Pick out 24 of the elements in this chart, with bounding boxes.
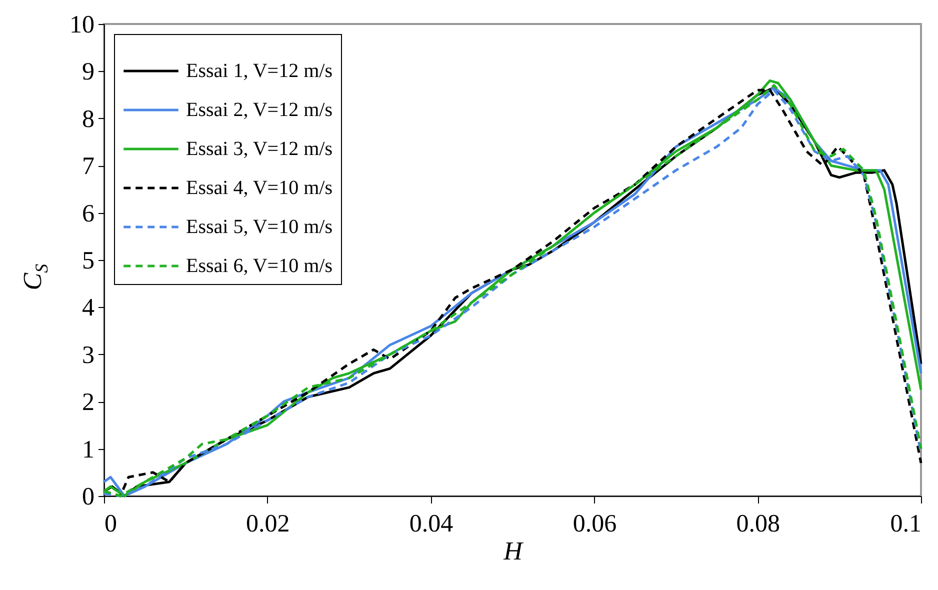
y-tick-label: 3 xyxy=(82,342,94,369)
legend-label: Essai 3, V=12 m/s xyxy=(186,138,333,160)
x-axis-title: H xyxy=(502,536,524,566)
y-tick-label: 5 xyxy=(82,248,94,274)
y-tick-label: 9 xyxy=(82,58,94,86)
y-tick-label: 6 xyxy=(82,200,94,228)
x-tick-label: 0.06 xyxy=(572,510,617,538)
y-tick-label: 4 xyxy=(82,294,95,322)
y-tick-label: 10 xyxy=(70,12,94,38)
legend-label: Essai 1, V=12 m/s xyxy=(186,60,333,82)
y-tick-label: 2 xyxy=(82,389,94,416)
x-tick-label: 0.1 xyxy=(890,510,922,538)
y-tick-label: 7 xyxy=(82,153,94,180)
y-tick-label: 0 xyxy=(82,484,94,510)
x-tick-label: 0.02 xyxy=(246,510,290,538)
y-tick-label: 1 xyxy=(82,436,94,464)
x-tick-label: 0.08 xyxy=(736,510,780,538)
legend-label: Essai 2, V=12 m/s xyxy=(186,99,333,121)
legend-label: Essai 5, V=10 m/s xyxy=(186,216,333,238)
x-tick-label: 0 xyxy=(104,510,117,538)
y-tick-label: 8 xyxy=(82,106,94,133)
x-tick-label: 0.04 xyxy=(409,510,454,538)
legend-label: Essai 4, V=10 m/s xyxy=(186,177,333,199)
legend-label: Essai 6, V=10 m/s xyxy=(186,255,333,277)
